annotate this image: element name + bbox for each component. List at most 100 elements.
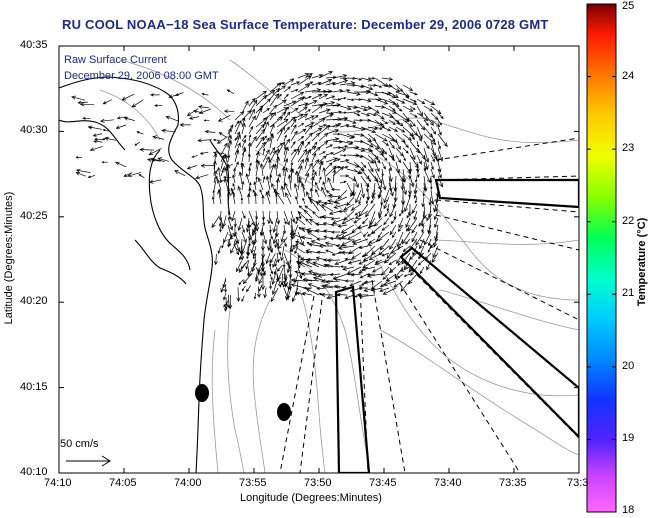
current-vector xyxy=(318,216,327,219)
current-vector xyxy=(269,87,281,100)
current-vector xyxy=(255,269,261,283)
current-vector xyxy=(223,109,235,113)
current-vector xyxy=(430,112,439,121)
current-vector xyxy=(411,231,418,243)
current-vector xyxy=(186,165,197,170)
current-vector xyxy=(423,168,431,184)
current-vector xyxy=(346,109,362,114)
outlined-regions xyxy=(334,178,579,473)
current-vector xyxy=(404,196,411,213)
current-vector xyxy=(396,252,404,265)
current-vector xyxy=(339,123,350,128)
y-tick-label: 40:20 xyxy=(20,295,48,308)
current-vector xyxy=(346,119,357,124)
current-vector xyxy=(213,170,218,184)
x-tick-label: 73:45 xyxy=(369,477,397,489)
colorbar-label: Temperature (°C) xyxy=(636,217,648,307)
current-vector xyxy=(335,243,348,248)
current-vector xyxy=(255,160,261,177)
current-vector xyxy=(370,224,383,235)
current-vector xyxy=(285,192,292,205)
current-vector xyxy=(116,116,127,120)
current-vector xyxy=(302,286,312,290)
current-vector xyxy=(382,273,390,280)
current-vector xyxy=(389,224,397,236)
current-vector xyxy=(424,231,432,246)
current-vector xyxy=(268,158,272,170)
x-tick-label: 73:50 xyxy=(304,477,332,489)
current-vector xyxy=(320,204,334,212)
current-vector xyxy=(423,112,434,127)
current-vector xyxy=(349,287,362,293)
current-vector xyxy=(421,224,425,234)
current-vector xyxy=(332,116,349,121)
current-vector xyxy=(374,154,381,164)
current-vector xyxy=(420,210,425,227)
current-vector xyxy=(150,93,160,97)
current-vector xyxy=(262,175,266,184)
current-vector xyxy=(228,239,232,247)
current-vector xyxy=(232,174,236,184)
current-vector xyxy=(248,167,252,177)
current-vector xyxy=(262,137,270,149)
current-vector xyxy=(248,181,252,191)
current-vector xyxy=(326,258,341,263)
current-vector xyxy=(217,189,222,205)
current-vector xyxy=(367,224,376,229)
current-vector xyxy=(256,286,261,298)
current-vector xyxy=(297,211,306,219)
current-vector xyxy=(331,252,341,256)
current-vector xyxy=(423,126,433,138)
current-vector xyxy=(253,293,257,300)
current-vector xyxy=(304,109,311,114)
current-vector xyxy=(379,238,390,251)
current-vector xyxy=(416,112,429,121)
current-vector xyxy=(248,210,256,227)
current-vector xyxy=(237,217,243,232)
current-vector xyxy=(318,151,326,156)
current-vector xyxy=(269,266,274,275)
current-vector xyxy=(374,98,389,105)
current-vector xyxy=(339,81,356,86)
current-vector xyxy=(191,155,198,158)
current-vector xyxy=(395,98,406,104)
y-axis-label: Latitude (Degrees:Minutes) xyxy=(3,191,15,325)
current-vector xyxy=(368,252,383,260)
current-vector xyxy=(402,140,409,149)
current-vector xyxy=(265,175,271,191)
current-vector xyxy=(374,147,385,156)
current-vector xyxy=(241,231,247,244)
current-vector xyxy=(325,157,338,163)
scale-arrow xyxy=(66,455,111,467)
current-vector xyxy=(139,147,154,152)
colorbar-tick-label: 24 xyxy=(622,69,635,82)
current-vector xyxy=(316,237,327,241)
current-vector xyxy=(321,186,327,198)
current-vector xyxy=(409,154,419,169)
current-vector xyxy=(395,140,401,151)
current-vector xyxy=(134,141,140,146)
current-vector xyxy=(416,140,420,148)
current-vector xyxy=(246,246,250,256)
current-vector xyxy=(353,154,364,158)
current-vector xyxy=(290,141,296,149)
current-vector xyxy=(311,115,319,121)
current-vector xyxy=(405,217,411,228)
current-vector xyxy=(332,165,341,170)
current-vector xyxy=(248,162,252,170)
current-vector xyxy=(385,273,397,282)
current-vector xyxy=(304,81,314,86)
current-vector xyxy=(395,168,405,183)
current-vector xyxy=(234,231,240,245)
current-vector xyxy=(75,156,83,159)
current-vector xyxy=(402,84,414,91)
current-vector xyxy=(304,141,311,149)
current-vector xyxy=(246,193,251,205)
current-vector xyxy=(295,241,306,247)
current-vector xyxy=(283,134,287,142)
current-vector xyxy=(283,157,289,170)
current-vector xyxy=(332,168,337,184)
current-vector xyxy=(339,96,347,100)
current-vector xyxy=(361,217,369,225)
current-vector xyxy=(353,105,368,112)
